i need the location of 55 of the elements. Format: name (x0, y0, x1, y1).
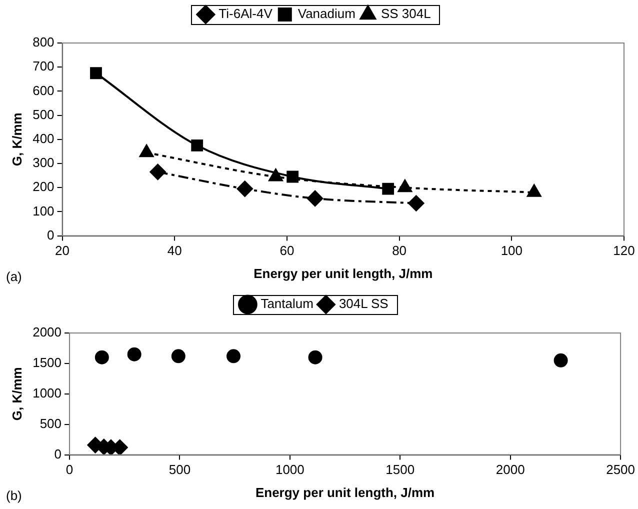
y-tick-label: 2000 (32, 324, 62, 340)
x-tick-label: 2500 (606, 462, 635, 478)
legend-label: 304L SS (338, 296, 389, 312)
text: (a) (6, 269, 22, 284)
y-tick-label: 500 (40, 416, 62, 431)
point (171, 349, 186, 364)
point (308, 350, 322, 364)
point (150, 164, 166, 180)
point (268, 168, 283, 182)
y-tick-label: 500 (32, 106, 54, 122)
point (139, 144, 154, 158)
legend-label: Vanadium (298, 6, 356, 22)
y-axis-title: G, K/mm (9, 367, 24, 421)
point (382, 182, 394, 195)
x-tick-label: 1000 (275, 462, 304, 478)
x-axis-title: Energy per unit length, J/mm (255, 484, 435, 500)
y-tick-label: 1000 (32, 385, 62, 400)
y-axis-title: G, K/mm (9, 112, 24, 166)
legend-label: Ti-6Al-4V (218, 6, 273, 22)
x-tick-label: 0 (66, 462, 74, 478)
legend-label: Tantalum (260, 296, 314, 312)
x-tick-label: 80 (392, 243, 407, 258)
point (286, 170, 299, 183)
y-tick-label: 200 (32, 179, 54, 194)
y-tick-label: 100 (32, 203, 54, 218)
y-tick-label: 600 (32, 82, 54, 98)
y-tick-label: 800 (32, 34, 54, 50)
point (554, 353, 568, 368)
y-tick-label: 700 (32, 58, 54, 74)
x-axis-title: Energy per unit length, J/mm (254, 266, 433, 281)
point (191, 139, 204, 152)
y-tick-label: 0 (54, 446, 62, 462)
x-tick-label: 40 (167, 243, 182, 258)
x-tick-label: 2000 (496, 462, 525, 478)
point (127, 347, 142, 362)
point (527, 184, 542, 197)
y-tick-label: 0 (47, 227, 54, 242)
point (398, 180, 412, 192)
x-tick-label: 1500 (386, 462, 415, 478)
point (236, 180, 253, 197)
y-tick-label: 1500 (32, 355, 62, 370)
x-tick-label: 120 (613, 243, 635, 258)
legend-label: SS 304L (380, 6, 431, 22)
point (94, 350, 109, 364)
x-tick-label: 60 (280, 243, 294, 258)
x-tick-label: 500 (168, 462, 191, 478)
point (226, 349, 241, 364)
point (408, 195, 424, 212)
y-tick-label: 300 (32, 155, 54, 170)
point (90, 67, 102, 80)
point (307, 190, 324, 206)
y-tick-label: 400 (32, 130, 54, 146)
x-tick-label: 100 (500, 243, 523, 258)
text: (b) (6, 488, 22, 504)
x-tick-label: 20 (55, 243, 70, 258)
